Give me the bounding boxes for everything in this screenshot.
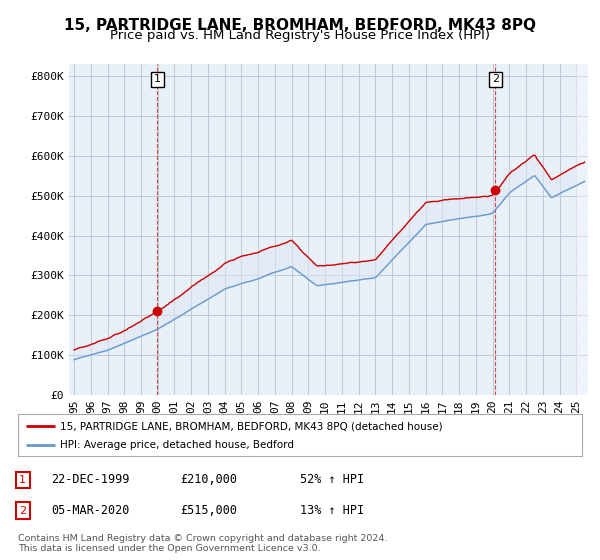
Text: 1: 1 [19,475,26,485]
Text: Contains HM Land Registry data © Crown copyright and database right 2024.
This d: Contains HM Land Registry data © Crown c… [18,534,388,553]
Text: £210,000: £210,000 [180,473,237,487]
Text: £515,000: £515,000 [180,504,237,517]
Text: 1: 1 [154,74,161,85]
Text: 2: 2 [19,506,26,516]
Text: Price paid vs. HM Land Registry's House Price Index (HPI): Price paid vs. HM Land Registry's House … [110,29,490,42]
Text: HPI: Average price, detached house, Bedford: HPI: Average price, detached house, Bedf… [60,440,295,450]
Text: 22-DEC-1999: 22-DEC-1999 [51,473,130,487]
Text: 2: 2 [492,74,499,85]
Text: 15, PARTRIDGE LANE, BROMHAM, BEDFORD, MK43 8PQ: 15, PARTRIDGE LANE, BROMHAM, BEDFORD, MK… [64,18,536,34]
Text: 05-MAR-2020: 05-MAR-2020 [51,504,130,517]
Text: 52% ↑ HPI: 52% ↑ HPI [300,473,364,487]
Text: 13% ↑ HPI: 13% ↑ HPI [300,504,364,517]
Text: 15, PARTRIDGE LANE, BROMHAM, BEDFORD, MK43 8PQ (detached house): 15, PARTRIDGE LANE, BROMHAM, BEDFORD, MK… [60,421,443,431]
